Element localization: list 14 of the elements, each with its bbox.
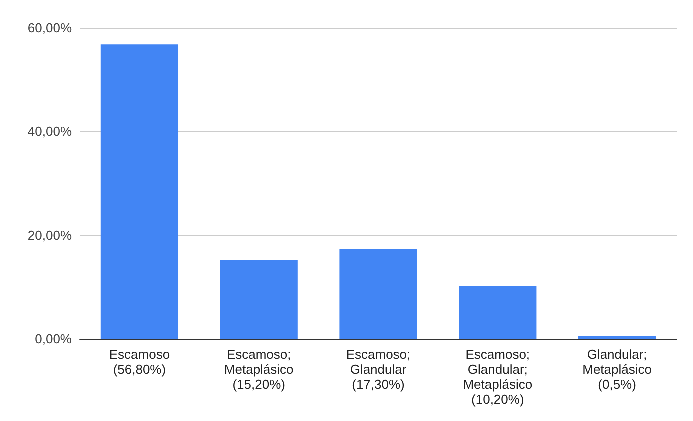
bar bbox=[459, 286, 537, 339]
x-tick-label: Escamoso; Glandular (17,30%) bbox=[346, 347, 411, 392]
y-tick-label: 60,00% bbox=[28, 20, 72, 36]
x-tick-label: Escamoso; Glandular; Metaplásico (10,20%) bbox=[463, 347, 533, 407]
bar bbox=[220, 260, 298, 339]
bar bbox=[100, 44, 179, 339]
x-tick-label: Escamoso; Metaplásico (15,20%) bbox=[224, 347, 294, 392]
y-tick-label: 0,00% bbox=[35, 332, 72, 346]
y-tick-label: 40,00% bbox=[28, 124, 72, 140]
x-tick-label: Glandular; Metaplásico (0,5%) bbox=[582, 347, 652, 392]
bar bbox=[578, 336, 656, 339]
y-tick-label: 20,00% bbox=[28, 228, 72, 243]
bar bbox=[340, 249, 418, 339]
x-tick-label: Escamoso (56,80%) bbox=[109, 347, 170, 377]
